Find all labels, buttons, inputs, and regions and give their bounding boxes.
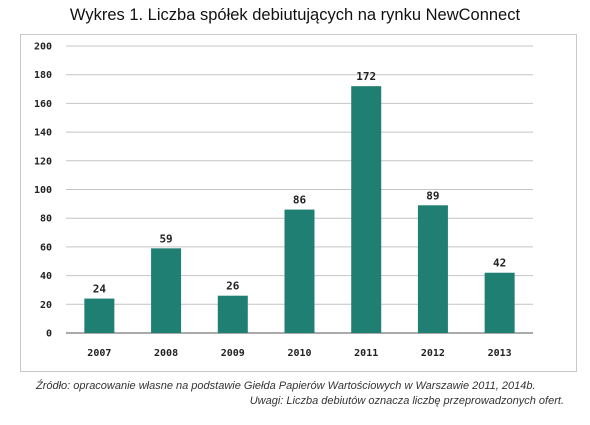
data-label-2009: 26 [226,280,240,293]
x-tick-label-2009: 2009 [221,348,245,359]
data-label-2011: 172 [356,70,376,83]
y-tick-label: 80 [40,214,52,225]
data-label-2007: 24 [93,283,107,296]
chart-frame [20,34,577,372]
y-tick-label: 200 [34,42,52,53]
y-tick-label: 40 [40,271,52,282]
y-tick-label: 100 [34,185,52,196]
data-label-2012: 89 [426,189,439,202]
y-tick-label: 0 [46,329,52,340]
bar-2013 [484,272,515,333]
y-tick-label: 180 [34,70,52,81]
x-axis-ticks: 2007 2008 2009 2010 2011 2012 2013 [87,348,511,359]
bar-2012 [417,205,448,333]
x-tick-label-2013: 2013 [488,348,512,359]
x-tick-label-2010: 2010 [287,348,311,359]
y-tick-label: 140 [34,128,52,139]
y-tick-label: 60 [40,242,52,253]
y-tick-label: 120 [34,156,52,167]
bar-2007 [84,298,115,333]
y-axis-ticks: 0 20 40 60 80 100 120 140 160 180 200 [34,42,52,340]
data-labels: 24 59 26 86 172 89 42 [93,70,507,295]
x-tick-label-2008: 2008 [154,348,178,359]
x-tick-label-2012: 2012 [421,348,445,359]
x-tick-label-2007: 2007 [87,348,111,359]
source-note: Źródło: opracowanie własne na podstawie … [36,380,536,392]
bar-2010 [284,209,315,333]
bars [84,86,515,334]
y-tick-label: 20 [40,300,52,311]
y-tick-label: 160 [34,99,52,110]
data-label-2013: 42 [493,257,506,270]
chart-title: Wykres 1. Liczba spółek debiutujących na… [69,6,521,24]
bar-2008 [151,248,182,333]
remarks-note: Uwagi: Liczba debiutów oznacza liczbę pr… [249,395,564,407]
data-label-2010: 86 [293,194,307,207]
bar-2009 [217,295,248,333]
x-tick-label-2011: 2011 [354,348,378,359]
data-label-2008: 59 [159,232,172,245]
bar-2011 [351,86,382,334]
